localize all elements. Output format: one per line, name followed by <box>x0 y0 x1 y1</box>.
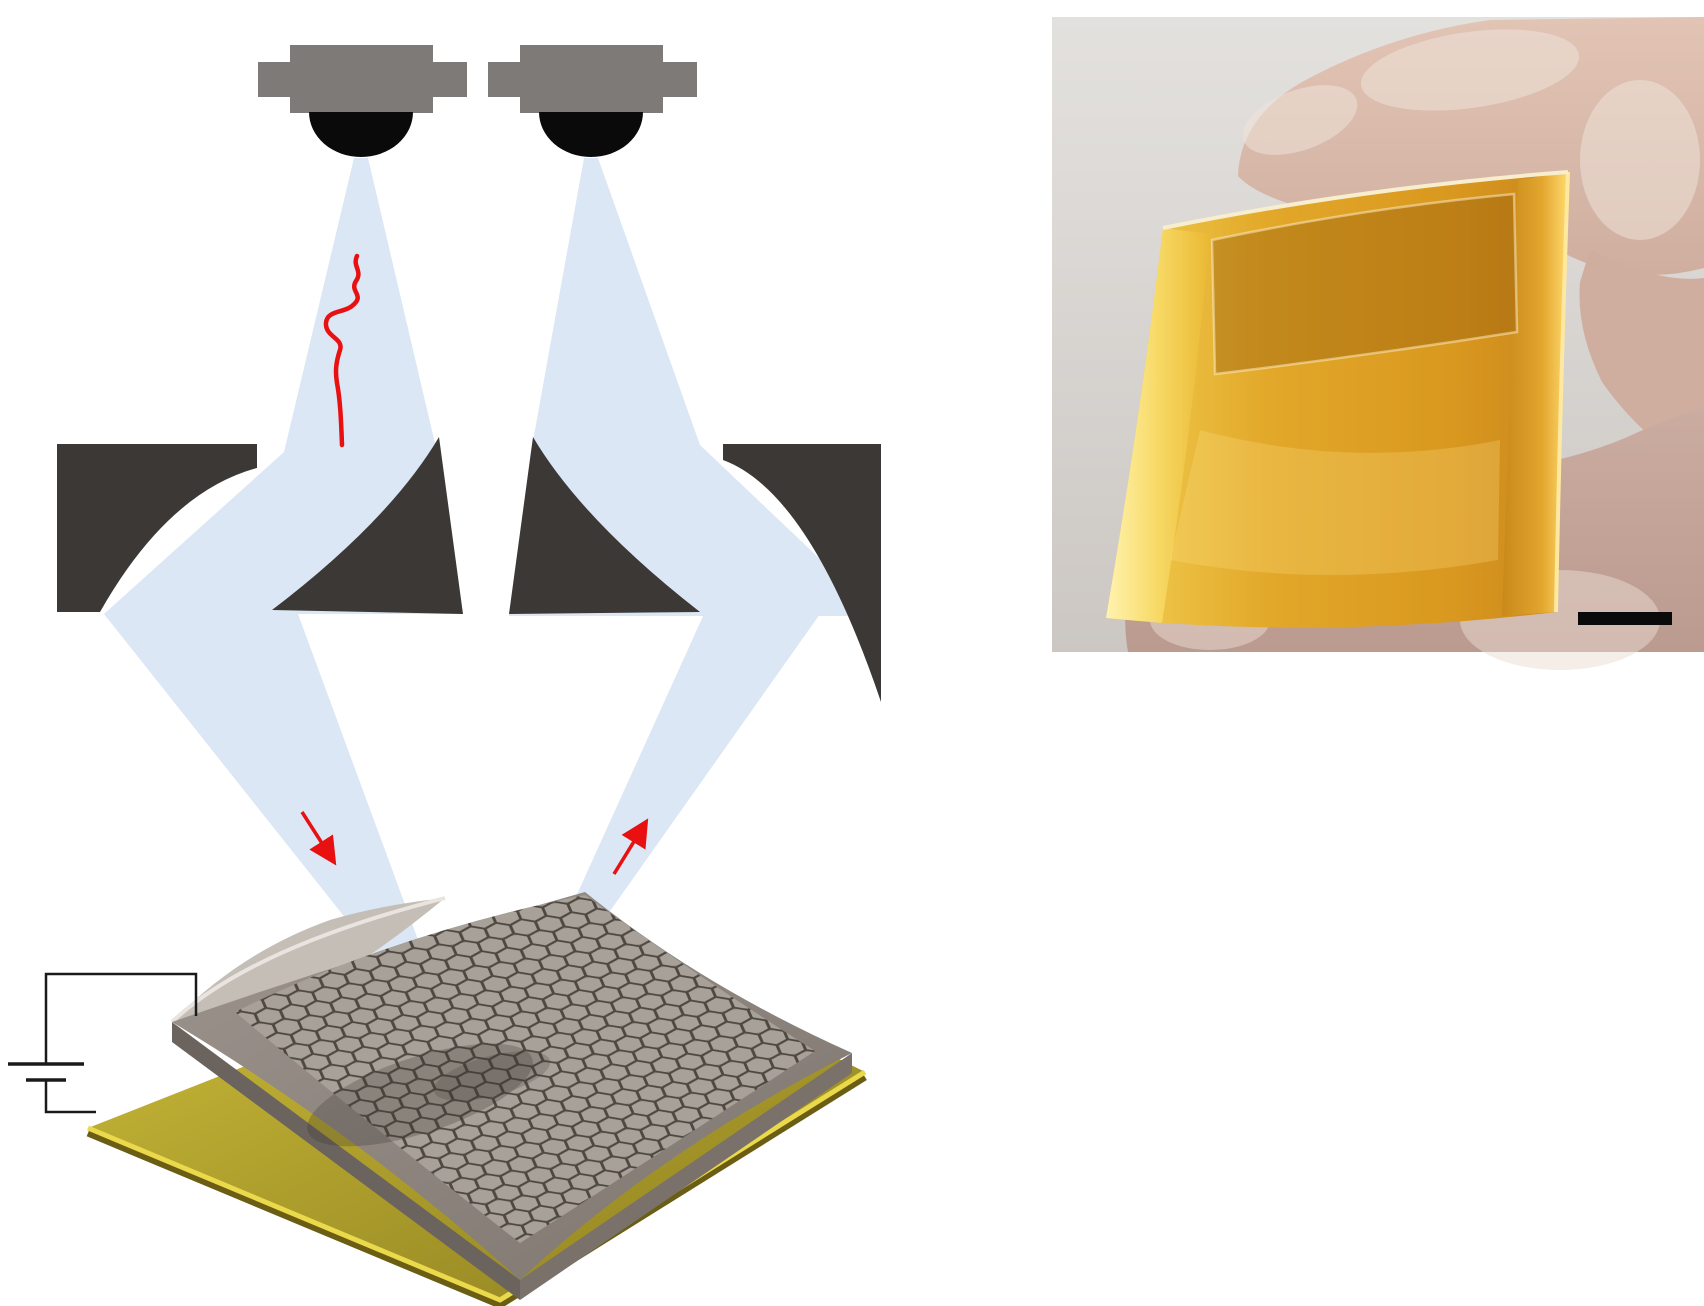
arrow-up-icon <box>612 818 649 875</box>
panel-b-photo <box>1052 17 1704 670</box>
mirror-block-3 <box>509 437 700 614</box>
mirror-block-1 <box>57 444 257 612</box>
graphene-hex-pattern <box>235 895 815 1243</box>
beam-direction-arrows <box>300 811 649 875</box>
thz-receiver-icon <box>488 45 697 113</box>
scalebar <box>1578 612 1672 625</box>
parabolic-mirrors <box>57 437 881 702</box>
voltage-source <box>8 972 198 1114</box>
film-body <box>1106 172 1568 628</box>
mirror-block-4 <box>723 444 881 702</box>
panel-c-chart <box>1515 806 1541 1056</box>
film-gold-right-edge <box>1502 172 1568 616</box>
emitter-lens-icon <box>309 112 413 157</box>
thz-emitter-icon <box>258 45 467 113</box>
membrane-curl <box>172 898 445 1023</box>
receiver-lens-icon <box>539 112 643 157</box>
arrow-down-icon <box>300 811 337 866</box>
device-film <box>1106 170 1570 628</box>
au-contact-pad <box>1210 192 1519 376</box>
mirror-block-2 <box>272 437 463 614</box>
beam-spot-shadow <box>307 1043 533 1147</box>
sample-stack <box>86 892 867 1306</box>
wire-bottom <box>44 1080 96 1114</box>
wire-top <box>44 972 198 1064</box>
skin-highlights <box>1242 29 1700 240</box>
thz-pulse-icon <box>323 253 361 448</box>
panel-a-diagram <box>8 45 881 1306</box>
film-gold-left-edge <box>1106 228 1210 623</box>
bias-colorbar <box>1515 806 1541 1056</box>
